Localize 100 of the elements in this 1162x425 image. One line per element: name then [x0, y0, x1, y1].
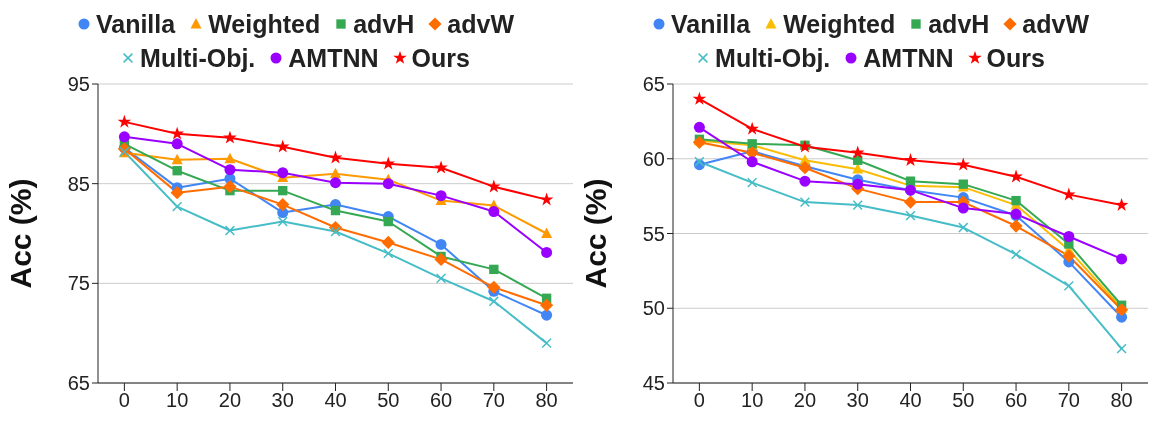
point — [747, 177, 758, 188]
point — [223, 130, 237, 144]
x-tick-label: 20 — [218, 389, 242, 412]
point — [850, 145, 865, 159]
point — [540, 298, 554, 312]
legend-label: Ours — [986, 43, 1045, 74]
x-tick-label: 80 — [1110, 389, 1133, 412]
point — [1010, 249, 1022, 260]
point — [487, 179, 501, 193]
point — [541, 227, 553, 238]
point — [330, 177, 341, 189]
legend-label: Ours — [411, 43, 470, 74]
legend-label: Multi-Obj. — [715, 43, 831, 74]
x-tick-label: 40 — [899, 389, 922, 412]
x-tick-label: 10 — [741, 389, 764, 412]
point — [278, 185, 288, 196]
point — [488, 206, 500, 218]
point — [694, 156, 705, 167]
point — [328, 150, 343, 164]
point — [276, 198, 290, 212]
point — [489, 264, 499, 275]
point — [434, 160, 448, 174]
y-tick-label: 50 — [642, 297, 665, 320]
x-tick-label: 0 — [693, 389, 705, 412]
point — [541, 337, 552, 349]
point — [745, 121, 759, 135]
point — [903, 153, 918, 167]
point — [1116, 343, 1127, 354]
point — [330, 226, 341, 237]
point — [1063, 280, 1074, 291]
y-tick-label: 45 — [642, 372, 665, 395]
point — [903, 195, 918, 209]
point — [799, 196, 811, 208]
point — [1011, 195, 1021, 206]
point — [957, 202, 969, 214]
point — [1116, 253, 1128, 265]
point — [852, 163, 864, 174]
legend-label: Multi-Obj. — [140, 43, 256, 74]
point — [956, 157, 971, 171]
point — [224, 164, 236, 176]
point — [435, 273, 447, 284]
y-tick-label: 85 — [67, 172, 90, 195]
point — [693, 121, 705, 133]
point — [277, 167, 289, 179]
point — [435, 190, 447, 202]
point — [330, 205, 341, 216]
point — [118, 131, 130, 143]
y-tick-label: 60 — [642, 147, 665, 170]
point — [1114, 197, 1129, 211]
point — [172, 166, 182, 176]
legend-label: Vanilla — [670, 9, 751, 40]
y-axis-title: Acc (%) — [578, 178, 612, 289]
y-tick-label: 65 — [642, 73, 665, 96]
legend-label: AMTNN — [863, 43, 954, 74]
legend-label: Weighted — [208, 9, 321, 40]
point — [1115, 303, 1129, 317]
point — [434, 252, 448, 267]
point — [435, 238, 447, 250]
point — [383, 248, 394, 259]
point — [381, 156, 396, 170]
x-tick-label: 60 — [429, 389, 453, 412]
point — [330, 167, 341, 179]
point — [487, 280, 501, 294]
point — [1063, 230, 1075, 242]
point — [171, 138, 183, 150]
point — [224, 225, 236, 236]
x-tick-label: 70 — [482, 389, 505, 412]
x-tick-label: 50 — [377, 389, 400, 412]
point — [1009, 169, 1023, 183]
point — [541, 309, 553, 321]
point — [1009, 219, 1023, 233]
point — [746, 156, 758, 168]
legend-label: AMTNN — [288, 43, 379, 74]
point — [382, 178, 394, 190]
point — [172, 201, 183, 212]
point — [1062, 187, 1076, 201]
x-tick-label: 40 — [324, 389, 347, 412]
point — [383, 216, 393, 227]
point — [958, 222, 969, 233]
y-tick-label: 55 — [642, 222, 665, 245]
legend-label: Vanilla — [95, 9, 176, 40]
x-tick-label: 20 — [793, 389, 817, 412]
point — [488, 296, 499, 307]
point — [381, 235, 395, 250]
x-tick-label: 30 — [846, 389, 869, 412]
point — [852, 178, 864, 190]
point — [170, 186, 184, 200]
point — [692, 91, 707, 105]
point — [224, 152, 236, 164]
point — [799, 175, 811, 187]
point — [541, 246, 553, 258]
point — [852, 199, 863, 211]
y-tick-label: 95 — [67, 73, 90, 96]
y-axis-title: Acc (%) — [3, 178, 37, 289]
point — [170, 126, 184, 140]
y-tick-label: 75 — [67, 272, 90, 295]
x-tick-label: 0 — [118, 389, 130, 412]
point — [117, 114, 132, 128]
legend-label: advH — [928, 9, 990, 40]
legend-label: advW — [447, 9, 515, 40]
